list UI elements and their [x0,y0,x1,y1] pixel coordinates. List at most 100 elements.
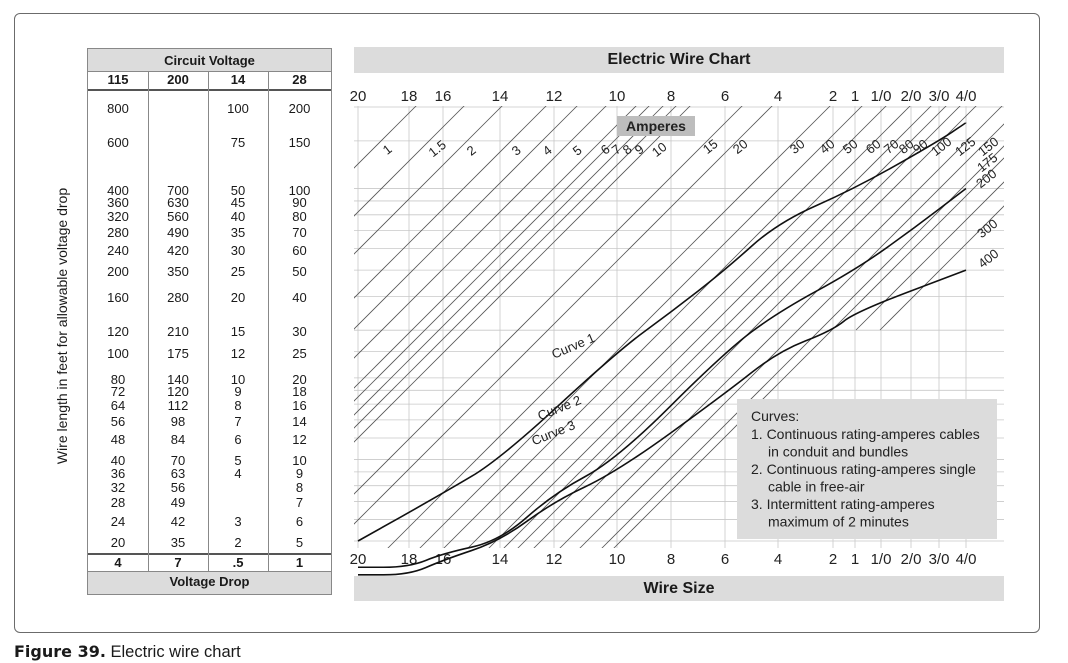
ampere-line [354,106,691,443]
curve-label: Curve 2 [535,392,583,423]
table-cell: 490 [167,224,189,240]
table-cell: 10 [230,371,246,387]
table-cell: 90 [292,194,307,210]
table-cell: 120 [167,384,189,400]
table-cell: 800 [107,101,129,116]
ampere-line [467,106,911,548]
table-cell: 9 [234,384,242,400]
ampere-label: 400 [975,246,1001,271]
legend-box [737,399,997,539]
voltage-drop-value: 1 [295,555,304,570]
table-cell: 12 [292,432,307,447]
table-cell: 100 [288,182,311,198]
ampere-line [354,106,637,389]
ampere-line [533,106,977,548]
table-cell: 50 [230,182,246,198]
ampere-label: 15 [700,136,721,157]
x-tick-label-bottom: 4 [774,551,782,568]
table-cell: 420 [167,242,189,258]
table-cell: 49 [170,495,186,511]
ampere-line [354,106,743,495]
table-cell: 24 [110,513,126,529]
table-cell: 70 [170,453,186,469]
ampere-line [443,106,887,548]
curve-1 [357,122,967,542]
table-cell: 140 [167,371,189,387]
voltage-table: Circuit Voltage 115 200 14 28 800 100 200 6… [87,48,332,595]
table-cell: 64 [110,398,126,414]
table-cell: 4 [234,465,242,481]
table-cell: 200 [107,264,129,280]
x-tick-label-top: 6 [721,88,729,105]
amperes-label: Amperes [626,118,686,134]
table-cell: 360 [107,194,129,210]
table-cell: 16 [292,398,307,414]
table-cell: 30 [292,324,307,340]
x-tick-label-bottom: 12 [546,551,563,568]
table-cell: 280 [107,224,129,240]
x-tick-label-top: 12 [546,88,563,105]
table-cell: 42 [170,513,186,529]
table-cell: 112 [167,398,189,414]
table-cell: 7 [234,413,242,429]
table-cell: 48 [110,432,126,447]
x-tick-label-top: 2/0 [901,88,922,105]
table-cell: 72 [110,384,126,400]
table-cell: 30 [230,242,246,258]
curve-2 [358,187,967,569]
ampere-label: 9 [632,141,647,157]
ampere-line [387,106,831,548]
x-tick-label-bottom: 2/0 [901,551,922,568]
table-cell: 240 [107,242,129,258]
table-cell: 120 [107,324,129,340]
table-cell: 40 [230,208,246,224]
x-tick-label-bottom: 8 [667,551,675,568]
x-tick-label-top: 4 [774,88,782,105]
table-cell: 400 [107,182,129,198]
table-cell: 2 [234,535,242,550]
column-header: 28 [292,72,307,87]
ampere-line [354,106,607,359]
table-cell: 20 [110,535,126,550]
ampere-label: 1 [380,141,395,157]
ampere-line [354,106,650,402]
table-cell: 25 [292,345,307,361]
table-cell: 12 [230,345,246,361]
curve-3 [357,269,967,576]
ampere-line [601,145,1004,548]
table-cell: 80 [292,208,307,224]
legend-item: 2. Continuous rating-amperes single [751,461,976,477]
table-cell: 40 [110,453,126,469]
table-cell: 40 [292,290,307,306]
ampere-label: 200 [973,166,999,191]
ampere-label: 50 [840,136,861,157]
x-tick-label-bottom: 1 [851,551,859,568]
legend-item: maximum of 2 minutes [768,514,909,530]
column-header: 115 [107,72,129,87]
table-cell: 75 [230,134,246,150]
x-tick-label-top: 14 [492,88,509,105]
x-tick-label-top: 1 [851,88,859,105]
ampere-line [613,157,1004,548]
x-tick-label-bottom: 4/0 [956,551,977,568]
table-cell: 6 [234,432,242,447]
ampere-line [579,123,1004,548]
table-cell: 9 [295,465,304,481]
table-cell: 210 [167,324,189,340]
x-tick-label-top: 1/0 [871,88,892,105]
ampere-line [354,106,773,525]
table-cell: 36 [110,465,126,481]
table-cell: 10 [292,453,307,469]
ampere-line [488,106,932,548]
table-cell: 70 [292,224,307,240]
ampere-line [879,205,1004,331]
table-cell: 600 [107,134,129,150]
ampere-line [354,106,465,217]
ampere-label: 2 [464,142,479,158]
table-cell: 350 [167,264,189,280]
table-cell: 5 [234,453,242,469]
legend-item: 3. Intermittent rating-amperes [751,496,935,512]
table-cell: 150 [288,134,311,150]
ampere-label: 30 [787,136,808,157]
